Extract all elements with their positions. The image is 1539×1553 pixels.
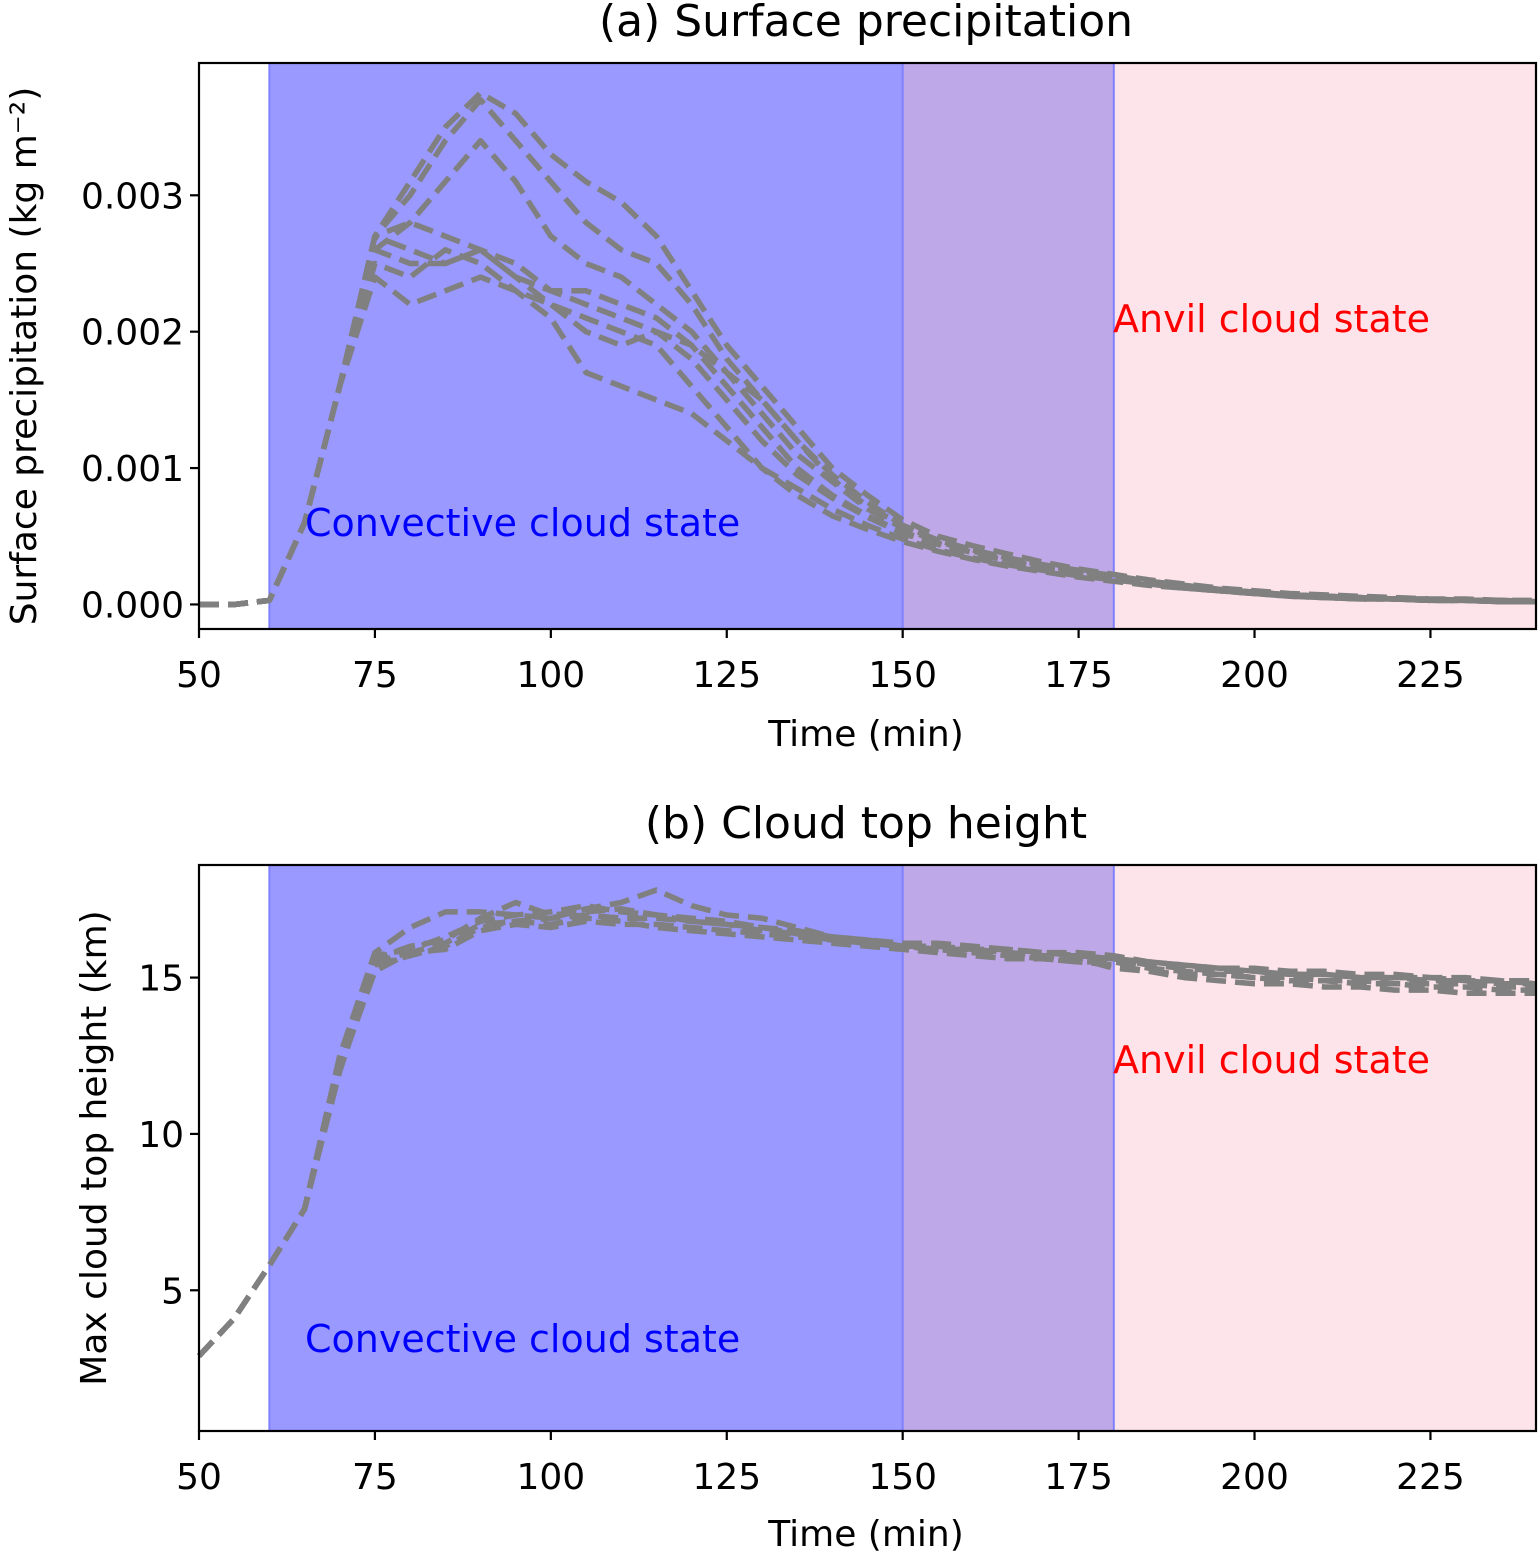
series-line-8	[199, 233, 1537, 608]
x-tick-label: 100	[516, 655, 585, 696]
y-axis-ticks: 0.000 0.001 0.002 0.003	[81, 176, 199, 626]
y-tick-label: 0.003	[81, 176, 184, 217]
x-tick-label: 50	[176, 1457, 222, 1498]
series-group	[199, 63, 1537, 629]
y-tick-label: 0.001	[81, 449, 184, 490]
anvil-state-annotation: Anvil cloud state	[1113, 1038, 1430, 1082]
convective-state-annotation: Convective cloud state	[305, 1317, 740, 1361]
series-line-6	[196, 918, 1536, 1358]
x-tick-label: 200	[1220, 655, 1289, 696]
transition-region-band	[902, 63, 1114, 629]
axes-frame	[197, 61, 1538, 631]
chart-title: (a) Surface precipitation	[599, 0, 1133, 47]
x-tick-label: 100	[516, 1457, 585, 1498]
chart-title: (b) Cloud top height	[645, 798, 1087, 849]
x-axis-label: Time (min)	[767, 714, 964, 755]
anvil-region-band	[1113, 865, 1536, 1431]
series-group	[196, 865, 1537, 1431]
x-tick-label: 75	[352, 1457, 398, 1498]
x-tick-label: 175	[1044, 655, 1113, 696]
y-tick-label: 10	[138, 1115, 184, 1156]
panel-cloud-top-height: 50 75 100 125 150 175 200 225 5 10 15 (b) Cloud t…	[74, 798, 1538, 1553]
x-tick-label: 200	[1220, 1457, 1289, 1498]
x-tick-label: 150	[868, 1457, 937, 1498]
y-axis-label: Surface precipitation (kg m⁻²)	[4, 87, 45, 626]
series-line-6	[199, 247, 1536, 608]
convective-state-annotation: Convective cloud state	[305, 501, 740, 545]
series-line-4	[196, 915, 1536, 1358]
axes-frame	[197, 863, 1538, 1433]
y-axis-ticks: 5 10 15	[138, 959, 199, 1312]
x-axis-ticks: 50 75 100 125 150 175 200 225	[176, 1431, 1465, 1498]
series-line-1	[196, 887, 1536, 1358]
y-tick-label: 0.002	[81, 313, 184, 354]
y-axis-label: Max cloud top height (km)	[74, 910, 115, 1385]
x-tick-label: 225	[1396, 1457, 1465, 1498]
x-tick-label: 50	[176, 655, 222, 696]
x-tick-label: 175	[1044, 1457, 1113, 1498]
x-tick-label: 150	[868, 655, 937, 696]
x-axis-label: Time (min)	[767, 1514, 964, 1553]
x-tick-label: 75	[352, 655, 398, 696]
convective-region-band	[269, 63, 903, 629]
y-tick-label: 0.000	[81, 585, 184, 626]
x-axis-ticks: 50 75 100 125 150 175 200 225	[176, 629, 1465, 696]
series-line-2	[199, 97, 1537, 608]
x-tick-label: 225	[1396, 655, 1465, 696]
y-tick-label: 5	[161, 1271, 184, 1312]
series-line-3	[199, 137, 1537, 608]
anvil-state-annotation: Anvil cloud state	[1113, 297, 1430, 341]
series-line-7	[199, 274, 1536, 608]
x-tick-label: 125	[692, 655, 761, 696]
x-tick-label: 125	[692, 1457, 761, 1498]
y-tick-label: 15	[138, 959, 184, 1000]
anvil-region-band	[1113, 63, 1536, 629]
series-line-2	[196, 899, 1536, 1358]
panel-surface-precipitation: 50 75 100 125 150 175 200 225 0.0000.0010.0020.…	[4, 0, 1538, 755]
